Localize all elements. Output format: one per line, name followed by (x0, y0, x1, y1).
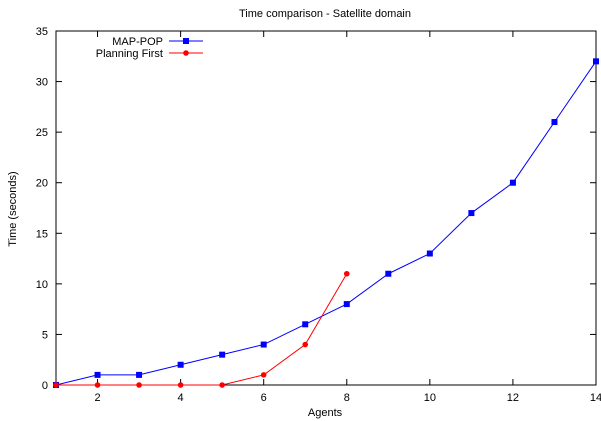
data-point-planning-first (219, 382, 225, 388)
data-point-planning-first (302, 341, 309, 348)
series-line-planning-first (56, 273, 348, 386)
data-point-map-pop (260, 341, 267, 348)
y-axis: 0 5 10 15 20 25 30 35 (36, 26, 596, 392)
y-tick-label: 10 (36, 279, 48, 291)
data-point-map-pop (385, 270, 392, 277)
data-point-map-pop (551, 119, 558, 126)
data-point-planning-first (177, 382, 184, 388)
legend-label-planning-first: Planning First (96, 48, 163, 60)
data-point-map-pop (593, 58, 599, 65)
y-tick-label: 5 (42, 329, 48, 341)
series-line-map-pop (55, 61, 597, 386)
x-axis-label: Agents (308, 407, 343, 419)
chart-title: Time comparison - Satellite domain (239, 8, 411, 20)
y-axis-label: Time (seconds) (7, 171, 19, 246)
data-point-map-pop (426, 250, 433, 257)
data-point-map-pop (343, 301, 350, 308)
y-tick-label: 25 (36, 127, 48, 139)
y-tick-label: 15 (36, 228, 48, 240)
y-tick-label: 0 (42, 380, 48, 392)
data-point-map-pop (177, 361, 184, 368)
x-tick-label: 8 (344, 392, 350, 404)
legend-marker-planning-first (183, 50, 189, 56)
data-point-planning-first (260, 372, 267, 378)
y-tick-label: 20 (36, 178, 48, 190)
x-axis: 2 4 6 8 10 12 14 (94, 31, 601, 404)
legend-label-map-pop: MAP-POP (112, 36, 163, 48)
data-point-map-pop (468, 210, 475, 217)
data-point-planning-first (53, 382, 59, 388)
data-point-planning-first (94, 382, 101, 388)
series-layer (53, 58, 599, 388)
y-tick-label: 35 (36, 26, 48, 38)
legend-marker-map-pop (183, 38, 189, 44)
data-point-map-pop (302, 321, 309, 328)
x-tick-label: 2 (94, 392, 100, 404)
data-point-planning-first (343, 270, 350, 277)
x-tick-label: 12 (507, 392, 519, 404)
data-point-planning-first (136, 382, 142, 388)
y-tick-label: 30 (36, 77, 48, 89)
data-point-map-pop (94, 371, 101, 378)
x-tick-label: 4 (178, 392, 184, 404)
x-tick-label: 6 (261, 392, 267, 404)
data-point-map-pop (136, 371, 143, 378)
x-tick-label: 10 (424, 392, 436, 404)
data-point-map-pop (219, 351, 226, 358)
data-point-map-pop (509, 179, 516, 186)
x-tick-label: 14 (590, 392, 601, 404)
plot-frame (55, 30, 597, 386)
